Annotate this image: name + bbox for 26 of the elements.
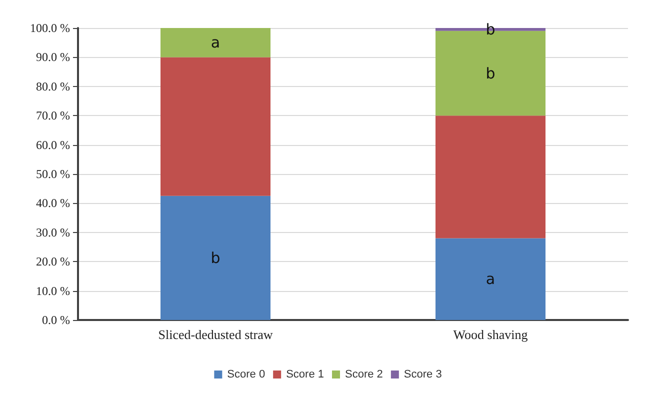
x-tick-label: Wood shaving [453,327,528,342]
legend-label: Score 2 [345,368,383,380]
legend-label: Score 3 [404,368,442,380]
data-label: b [210,248,220,267]
y-tick-label: 60.0 % [36,138,70,152]
data-label: a [210,34,220,52]
y-tick-label: 30.0 % [36,225,70,240]
bar [436,238,546,320]
bar [160,196,270,320]
y-tick-label: 40.0 % [36,196,70,210]
bar [160,57,270,196]
data-label: a [486,270,496,288]
legend-label: Score 0 [227,368,266,380]
y-tick-label: 90.0 % [36,50,70,64]
y-tick-label: 70.0 % [36,108,70,123]
y-tick-label: 50.0 % [36,167,70,181]
y-tick-label: 20.0 % [36,254,70,269]
y-tick-label: 100.0 % [30,21,70,35]
y-tick-label: 10.0 % [36,284,70,298]
x-tick-label: Sliced-dedusted straw [158,327,274,342]
y-tick-label: 0.0 % [42,313,70,327]
bar [436,116,546,238]
legend-label: Score 1 [286,368,324,380]
bar [160,28,270,58]
y-tick-label: 80.0 % [36,79,70,94]
data-label: b [486,64,496,82]
